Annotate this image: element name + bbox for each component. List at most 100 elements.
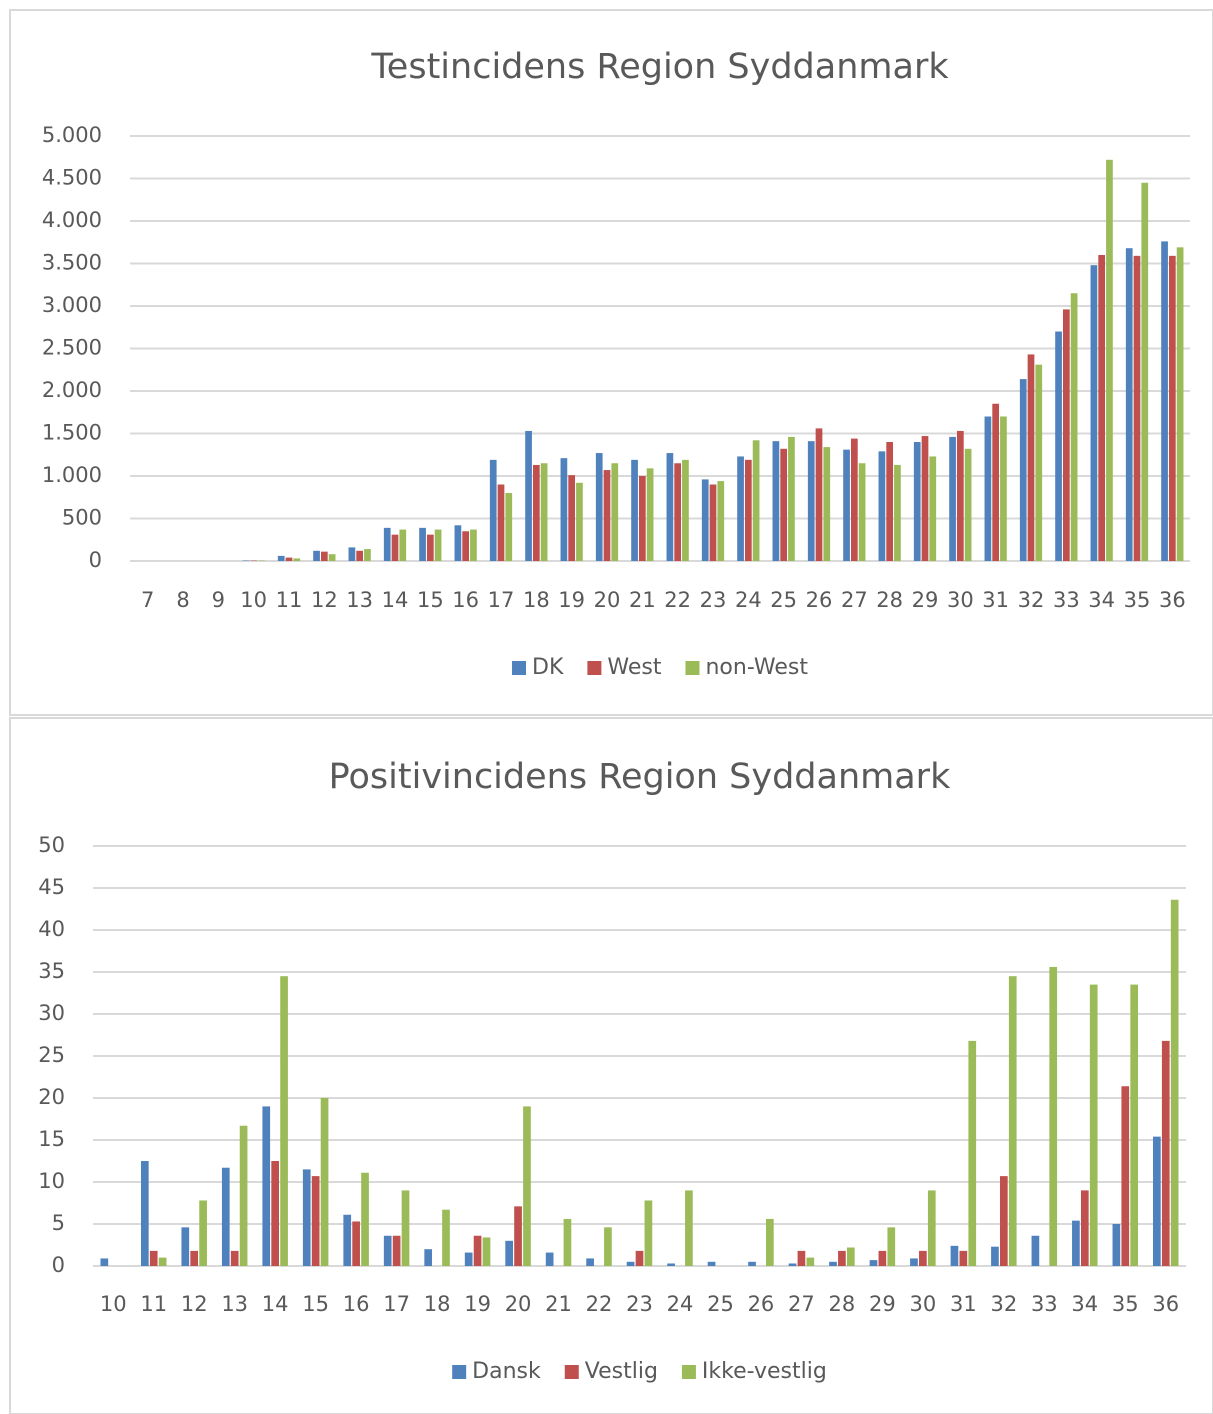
x-tick-label: 24: [667, 1292, 694, 1316]
x-tick-label: 20: [505, 1292, 532, 1316]
x-tick-label: 12: [181, 1292, 208, 1316]
bar: [1035, 364, 1043, 561]
bar: [419, 527, 426, 561]
x-tick-label: 34: [1088, 588, 1115, 612]
x-tick-label: 32: [1018, 588, 1045, 612]
bar: [807, 441, 815, 561]
legend-label: Vestlig: [585, 1359, 658, 1384]
bar: [927, 1190, 936, 1266]
bar: [626, 1261, 635, 1266]
bar: [158, 1257, 167, 1266]
bar: [280, 976, 288, 1266]
bar: [489, 459, 497, 561]
bar: [563, 1218, 572, 1266]
bar: [638, 476, 646, 561]
bar: [505, 493, 513, 561]
bar: [523, 1106, 531, 1266]
bar: [586, 1258, 594, 1266]
bar: [748, 1261, 756, 1266]
bar: [910, 1258, 918, 1266]
bar: [320, 1098, 329, 1266]
bar: [666, 453, 674, 561]
x-tick-label: 35: [1124, 588, 1151, 612]
bar: [752, 440, 760, 561]
bar: [348, 547, 356, 561]
bar: [514, 1206, 522, 1266]
bar: [399, 529, 407, 561]
bar: [401, 1190, 410, 1266]
bar: [968, 1040, 977, 1266]
bar: [788, 1263, 797, 1266]
bar: [1031, 1235, 1040, 1266]
bar: [285, 557, 293, 561]
x-tick-label: 27: [841, 588, 868, 612]
bar: [1072, 1220, 1080, 1266]
x-tick-label: 33: [1053, 588, 1080, 612]
bar: [1130, 984, 1139, 1266]
bar: [199, 1200, 207, 1266]
bar: [364, 549, 371, 561]
bar: [1112, 1224, 1121, 1266]
legend-swatch: [564, 1365, 579, 1379]
bar: [806, 1257, 815, 1266]
y-tick-label: 2.500: [42, 336, 102, 360]
bar: [313, 550, 320, 561]
bar: [1019, 379, 1027, 561]
x-tick-label: 13: [346, 588, 373, 612]
bar: [644, 1200, 653, 1266]
bar: [992, 403, 1000, 561]
bar: [434, 529, 442, 561]
x-tick-label: 29: [912, 588, 939, 612]
bar: [950, 1245, 959, 1266]
bar: [426, 534, 434, 561]
x-tick-label: 28: [876, 588, 903, 612]
bar: [470, 529, 477, 561]
x-tick-label: 36: [1152, 1292, 1179, 1316]
bar: [603, 470, 611, 561]
x-tick-label: 27: [788, 1292, 815, 1316]
bar: [737, 456, 744, 561]
x-tick-label: 16: [452, 588, 479, 612]
bar: [1176, 247, 1184, 561]
x-tick-label: 10: [100, 1292, 127, 1316]
bar: [869, 1260, 878, 1266]
bar: [277, 555, 285, 561]
bar: [1106, 159, 1113, 562]
bar: [682, 459, 689, 561]
bar: [424, 1249, 433, 1266]
bar: [540, 463, 548, 561]
x-tick-label: 9: [212, 588, 225, 612]
x-tick-label: 18: [523, 588, 550, 612]
x-tick-label: 19: [558, 588, 585, 612]
x-tick-label: 21: [629, 588, 656, 612]
y-tick-label: 5.000: [42, 123, 102, 147]
x-tick-label: 13: [221, 1292, 248, 1316]
y-tick-label: 40: [38, 917, 65, 941]
bar: [959, 1250, 968, 1266]
bar: [221, 1167, 230, 1266]
y-tick-label: 35: [38, 959, 65, 983]
bar: [921, 436, 929, 561]
legend-swatch: [587, 661, 602, 675]
bar: [766, 1218, 774, 1266]
x-tick-label: 25: [770, 588, 797, 612]
bar: [1161, 241, 1168, 561]
bar: [1098, 255, 1106, 561]
y-tick-label: 10: [38, 1169, 65, 1193]
bar: [929, 456, 937, 561]
bar: [1121, 1086, 1130, 1266]
x-tick-label: 14: [382, 588, 409, 612]
x-tick-label: 15: [302, 1292, 329, 1316]
bar: [1070, 293, 1078, 561]
bar: [1133, 255, 1141, 561]
x-tick-label: 12: [311, 588, 338, 612]
y-tick-label: 0: [89, 548, 102, 572]
y-tick-label: 25: [38, 1043, 65, 1067]
bar: [361, 1172, 369, 1266]
legend-label: West: [607, 655, 661, 680]
legend-swatch: [685, 661, 700, 675]
chart-title: Positivincidens Region Syddanmark: [329, 757, 951, 797]
x-tick-label: 22: [586, 1292, 613, 1316]
bar: [772, 441, 780, 561]
